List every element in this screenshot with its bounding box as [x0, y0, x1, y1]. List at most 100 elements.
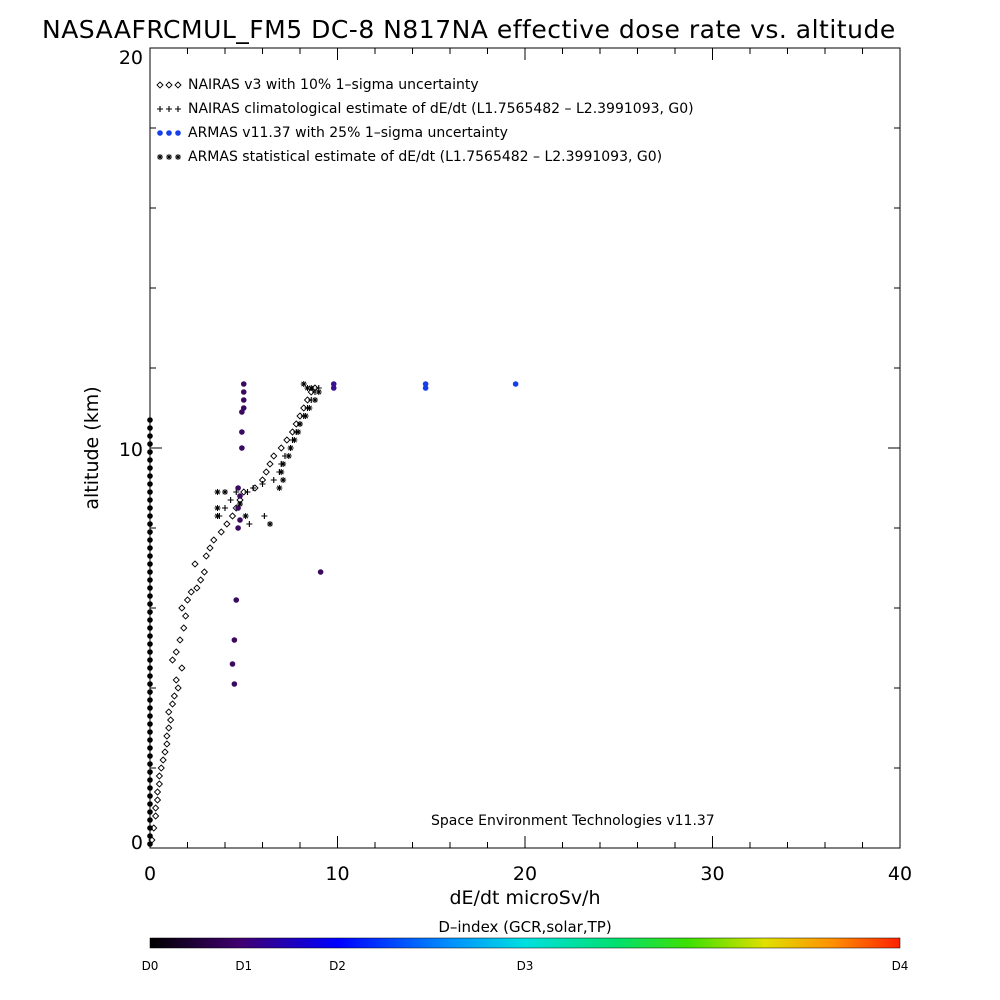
x-tick-label: 0 — [144, 863, 156, 885]
data-point — [147, 529, 153, 535]
data-point — [147, 673, 153, 679]
series-1 — [216, 385, 322, 527]
legend-marker — [175, 130, 181, 136]
data-point — [147, 593, 153, 599]
data-point — [280, 477, 287, 483]
colorbar-title: D–index (GCR,solar,TP) — [438, 918, 611, 936]
data-point — [178, 664, 186, 672]
data-point — [303, 396, 312, 404]
data-point — [159, 756, 167, 764]
data-point — [233, 597, 240, 603]
data-point — [242, 513, 249, 519]
data-point — [180, 624, 188, 632]
colorbar-label: D2 — [329, 959, 346, 973]
data-point — [163, 740, 171, 748]
x-tick-label: 20 — [513, 863, 537, 885]
data-point — [153, 796, 162, 804]
data-point — [292, 420, 300, 428]
data-point — [285, 453, 292, 459]
data-point — [308, 385, 315, 391]
data-point — [147, 809, 153, 815]
data-point — [147, 745, 153, 751]
data-point — [330, 385, 337, 391]
data-point — [244, 489, 251, 495]
data-point — [240, 389, 247, 395]
data-point — [240, 397, 247, 403]
data-point — [239, 445, 245, 451]
y-tick-labels: 0 10 20 — [119, 47, 143, 854]
data-point — [165, 724, 173, 732]
y-tick-label: 10 — [119, 439, 143, 461]
data-point — [147, 481, 153, 487]
data-point — [295, 429, 302, 435]
data-point — [261, 513, 268, 519]
colorbar-label: D4 — [892, 959, 909, 973]
data-point — [270, 477, 277, 483]
data-point — [176, 636, 184, 644]
y-axis-label: altitude (km) — [81, 386, 103, 509]
data-point — [147, 833, 153, 839]
data-point — [147, 489, 153, 495]
legend-marker — [175, 154, 181, 160]
legend-marker — [157, 106, 163, 112]
data-point — [214, 513, 221, 519]
data-point — [306, 405, 313, 411]
data-point — [147, 441, 153, 447]
data-point — [147, 425, 153, 431]
data-point — [147, 417, 153, 423]
legend-markers — [156, 81, 182, 160]
data-point — [240, 405, 247, 411]
data-point — [147, 777, 153, 783]
data-point — [250, 485, 257, 491]
data-point — [168, 700, 177, 708]
data-point — [147, 665, 153, 671]
colorbar-label: D3 — [517, 959, 534, 973]
data-point — [147, 497, 153, 503]
data-point — [151, 812, 160, 820]
data-point — [200, 568, 209, 576]
data-point — [280, 461, 287, 467]
data-point — [172, 648, 180, 656]
data-point — [223, 520, 231, 528]
data-point — [422, 381, 429, 387]
data-point — [235, 525, 241, 531]
data-point — [147, 681, 153, 687]
data-points — [147, 381, 519, 847]
legend-entry-armas-v11: ARMAS v11.37 with 25% 1–sigma uncertaint… — [188, 125, 508, 141]
colorbar — [149, 937, 901, 949]
data-point — [240, 381, 247, 387]
data-point — [157, 764, 165, 772]
data-point — [147, 521, 153, 527]
data-point — [237, 517, 243, 523]
data-point — [147, 473, 153, 479]
data-point — [147, 505, 153, 511]
data-point — [181, 612, 190, 620]
data-point — [172, 676, 180, 684]
data-point — [147, 617, 153, 623]
data-point — [147, 585, 153, 591]
data-point — [147, 545, 153, 551]
data-point — [283, 436, 291, 444]
x-axis-label: dE/dt microSv/h — [449, 887, 600, 909]
data-point — [147, 457, 153, 463]
data-point — [147, 841, 153, 847]
legend-marker — [165, 81, 173, 89]
data-point — [246, 521, 253, 527]
x-tick-label: 30 — [700, 863, 724, 885]
data-point — [165, 708, 173, 716]
data-point — [147, 761, 153, 767]
data-point — [147, 729, 153, 735]
data-point — [239, 429, 245, 435]
data-point — [231, 637, 238, 643]
data-point — [312, 397, 318, 403]
data-point — [147, 801, 153, 807]
data-point — [266, 460, 274, 468]
data-point — [296, 412, 304, 420]
data-point — [262, 468, 270, 476]
credit-text: Space Environment Technologies v11.37 — [431, 813, 715, 829]
series-0 — [148, 384, 319, 844]
data-point — [147, 433, 153, 439]
data-point — [422, 385, 429, 391]
data-point — [240, 488, 248, 496]
